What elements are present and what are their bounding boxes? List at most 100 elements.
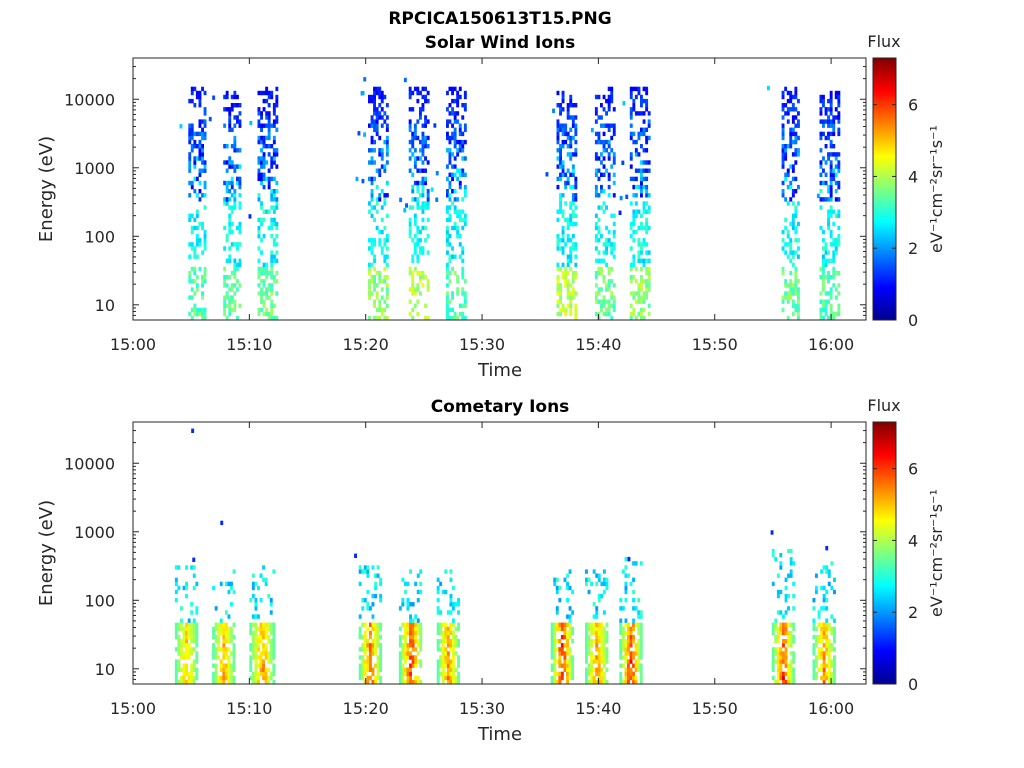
- heatmap-cell: [566, 258, 570, 263]
- heatmap-cell: [406, 606, 410, 611]
- plot-frame: [132, 421, 867, 685]
- heatmap-cell: [385, 295, 389, 300]
- heatmap-cell: [195, 213, 199, 218]
- heatmap-cell: [195, 144, 199, 149]
- heatmap-cell: [358, 569, 362, 574]
- heatmap-cell: [594, 152, 598, 157]
- heatmap-cell: [203, 119, 207, 124]
- heatmap-cell: [370, 262, 374, 268]
- heatmap-cell: [585, 671, 588, 677]
- heatmap-cell: [797, 184, 800, 190]
- colorbar-unit-label: eV⁻¹cm⁻²sr⁻¹s⁻¹: [927, 125, 946, 253]
- heatmap-cell: [219, 675, 223, 681]
- heatmap-cell: [568, 618, 572, 623]
- heatmap-cell: [421, 246, 425, 251]
- heatmap-cell: [827, 115, 830, 120]
- heatmap-cell: [632, 311, 636, 317]
- heatmap-cell: [222, 675, 226, 681]
- heatmap-cell: [597, 299, 601, 304]
- heatmap-cell: [564, 242, 568, 247]
- heatmap-cell: [827, 299, 830, 304]
- heatmap-cell: [398, 634, 402, 640]
- heatmap-cell: [559, 176, 562, 182]
- heatmap-cell: [232, 667, 236, 672]
- heatmap-cell: [188, 311, 192, 317]
- heatmap-cell: [441, 679, 445, 685]
- heatmap-cell: [627, 634, 630, 640]
- heatmap-cell: [824, 307, 828, 313]
- heatmap-cell: [833, 618, 836, 623]
- heatmap-cell: [230, 144, 234, 149]
- heatmap-cell: [421, 94, 425, 100]
- heatmap-cell: [559, 164, 562, 169]
- heatmap-cell: [267, 209, 271, 214]
- heatmap-cell: [597, 311, 601, 317]
- heatmap-cell: [270, 234, 274, 239]
- heatmap-cell: [361, 90, 365, 96]
- heatmap-cell: [449, 659, 453, 664]
- heatmap-cell: [571, 626, 575, 632]
- heatmap-cell: [634, 299, 638, 304]
- heatmap-cell: [404, 581, 407, 587]
- heatmap-cell: [794, 139, 798, 145]
- heatmap-cell: [461, 144, 465, 149]
- heatmap-cell: [602, 671, 606, 677]
- heatmap-cell: [634, 86, 638, 92]
- heatmap-cell: [222, 671, 226, 677]
- heatmap-cell: [771, 655, 775, 660]
- heatmap-cell: [269, 651, 273, 656]
- heatmap-cell: [374, 593, 377, 599]
- heatmap-cell: [193, 176, 197, 182]
- heatmap-cell: [203, 193, 207, 198]
- heatmap-cell: [784, 630, 788, 636]
- heatmap-cell: [792, 606, 796, 611]
- heatmap-cell: [553, 651, 557, 656]
- heatmap-cell: [640, 225, 643, 231]
- heatmap-cell: [634, 606, 638, 611]
- heatmap-cell: [569, 152, 573, 157]
- heatmap-cell: [361, 655, 365, 660]
- heatmap-cell: [812, 643, 816, 648]
- heatmap-cell: [185, 639, 188, 644]
- heatmap-cell: [375, 307, 379, 313]
- heatmap-cell: [612, 254, 616, 259]
- heatmap-cell: [585, 634, 588, 640]
- heatmap-cell: [592, 602, 596, 607]
- heatmap-cell: [830, 679, 834, 685]
- heatmap-cell: [222, 634, 226, 640]
- heatmap-cell: [594, 119, 598, 124]
- heatmap-cell: [225, 94, 229, 100]
- heatmap-cell: [463, 172, 467, 177]
- heatmap-cell: [230, 630, 233, 636]
- heatmap-cell: [262, 299, 266, 304]
- heatmap-cell: [251, 639, 255, 644]
- heatmap-cell: [188, 275, 192, 280]
- heatmap-cell: [561, 303, 565, 308]
- heatmap-cell: [829, 172, 833, 177]
- heatmap-cell: [219, 581, 223, 587]
- heatmap-cell: [587, 679, 591, 685]
- heatmap-cell: [369, 606, 372, 611]
- heatmap-cell: [192, 585, 196, 591]
- heatmap-cell: [195, 610, 199, 615]
- heatmap-cell: [224, 663, 228, 668]
- heatmap-cell: [600, 234, 603, 239]
- heatmap-cell: [812, 671, 816, 677]
- heatmap-cell: [380, 90, 384, 96]
- heatmap-cell: [569, 307, 573, 313]
- heatmap-cell: [192, 557, 196, 562]
- heatmap-cell: [370, 238, 374, 243]
- heatmap-cell: [824, 197, 828, 202]
- heatmap-cell: [174, 630, 178, 636]
- heatmap-cell: [816, 193, 820, 199]
- heatmap-cell: [195, 675, 199, 681]
- heatmap-cell: [629, 581, 633, 587]
- heatmap-cell: [555, 659, 559, 664]
- heatmap-cell: [833, 659, 836, 664]
- heatmap-cell: [267, 667, 271, 672]
- heatmap-cell: [185, 647, 188, 652]
- heatmap-cell: [824, 172, 828, 177]
- heatmap-cell: [585, 630, 588, 636]
- heatmap-cell: [789, 561, 793, 566]
- heatmap-cell: [797, 307, 800, 313]
